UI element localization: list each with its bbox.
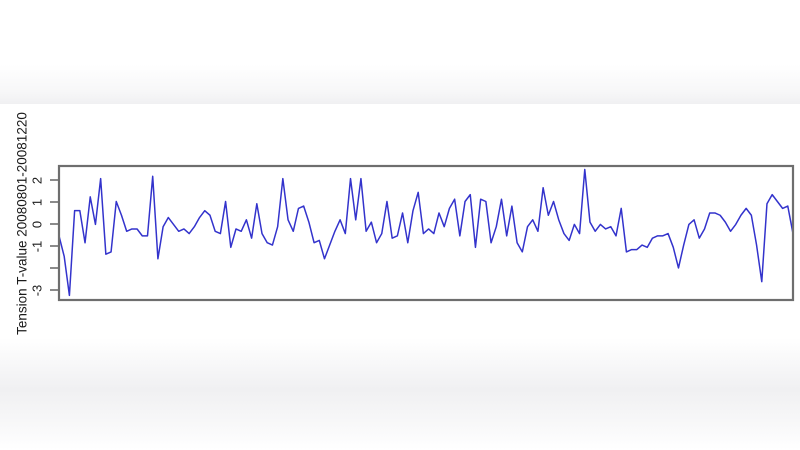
data-clip	[60, 168, 792, 297]
axis-ticks	[50, 179, 59, 291]
series-line-tension-t-value	[60, 168, 792, 297]
plot-frame	[57, 164, 795, 302]
